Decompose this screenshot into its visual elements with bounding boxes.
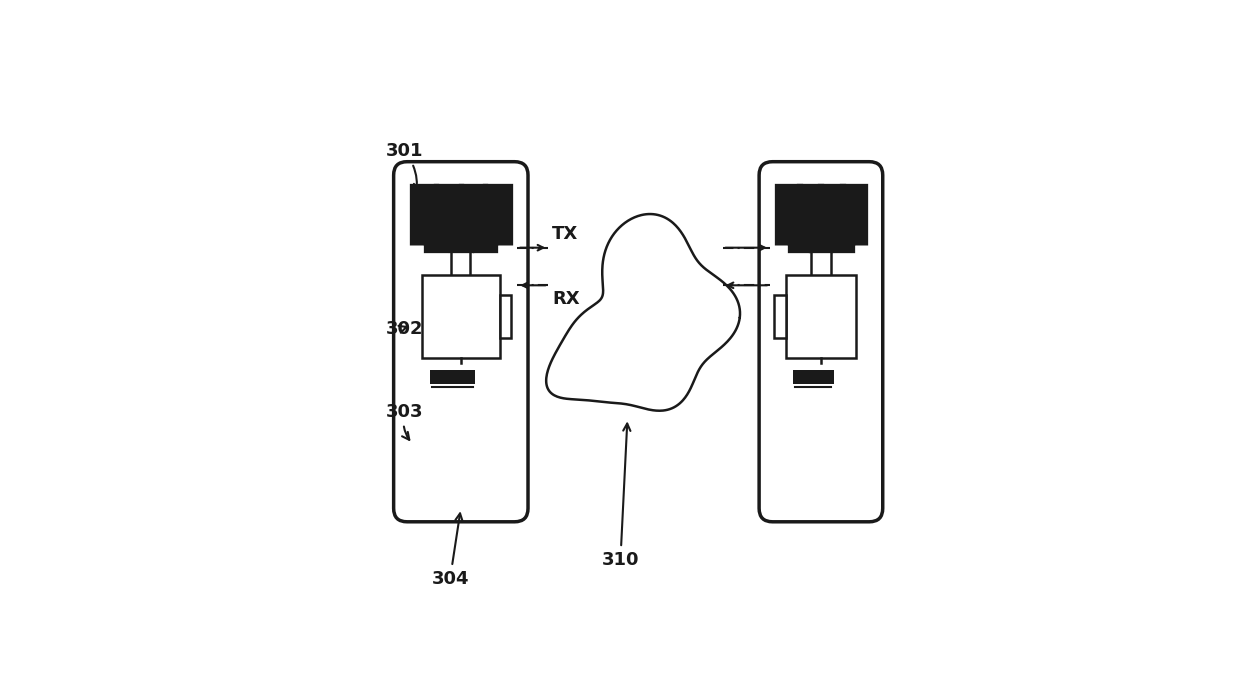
Text: TX: TX: [552, 225, 578, 243]
Text: 304: 304: [432, 514, 469, 588]
Text: 301: 301: [386, 142, 423, 192]
Text: RX: RX: [552, 290, 580, 308]
Bar: [786, 274, 856, 358]
Bar: [774, 295, 786, 338]
Text: 302: 302: [386, 320, 423, 338]
FancyBboxPatch shape: [759, 162, 883, 522]
Text: 303: 303: [386, 403, 423, 440]
FancyBboxPatch shape: [393, 162, 528, 522]
Bar: [500, 295, 511, 338]
Bar: [422, 274, 500, 358]
Bar: [429, 370, 475, 384]
Bar: [792, 370, 833, 384]
Text: 310: 310: [601, 424, 639, 569]
